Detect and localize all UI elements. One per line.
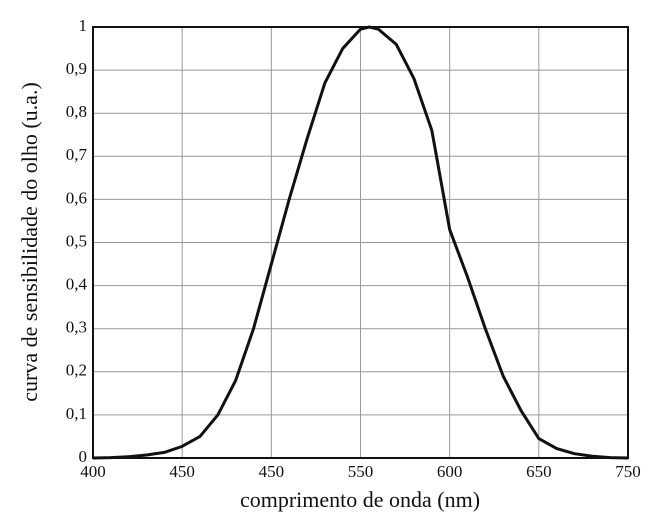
y-tick-label: 0,2 [66, 361, 87, 380]
y-tick-label: 0,7 [66, 145, 88, 164]
y-tick-label: 0,8 [66, 102, 87, 121]
x-axis-label: comprimento de onda (nm) [240, 487, 480, 512]
y-tick-label: 0,9 [66, 59, 87, 78]
x-tick-label: 400 [80, 462, 106, 481]
x-tick-label: 550 [348, 462, 374, 481]
y-tick-label: 1 [79, 16, 88, 35]
x-tick-label: 600 [437, 462, 463, 481]
y-tick-label: 0,6 [66, 188, 87, 207]
data-line [92, 25, 629, 460]
y-tick-label: 0,4 [66, 275, 88, 294]
x-tick-label: 750 [615, 462, 641, 481]
x-tick-label: 450 [259, 462, 285, 481]
y-tick-label: 0 [79, 447, 88, 466]
y-tick-label: 0,5 [66, 231, 87, 250]
y-tick-label: 0,1 [66, 404, 87, 423]
plot-frame [92, 26, 629, 459]
x-tick-label: 650 [526, 462, 552, 481]
y-axis-label: curva de sensibilidade do olho (u.a.) [17, 82, 42, 402]
y-tick-label: 0,3 [66, 318, 87, 337]
x-tick-label: 450 [169, 462, 195, 481]
